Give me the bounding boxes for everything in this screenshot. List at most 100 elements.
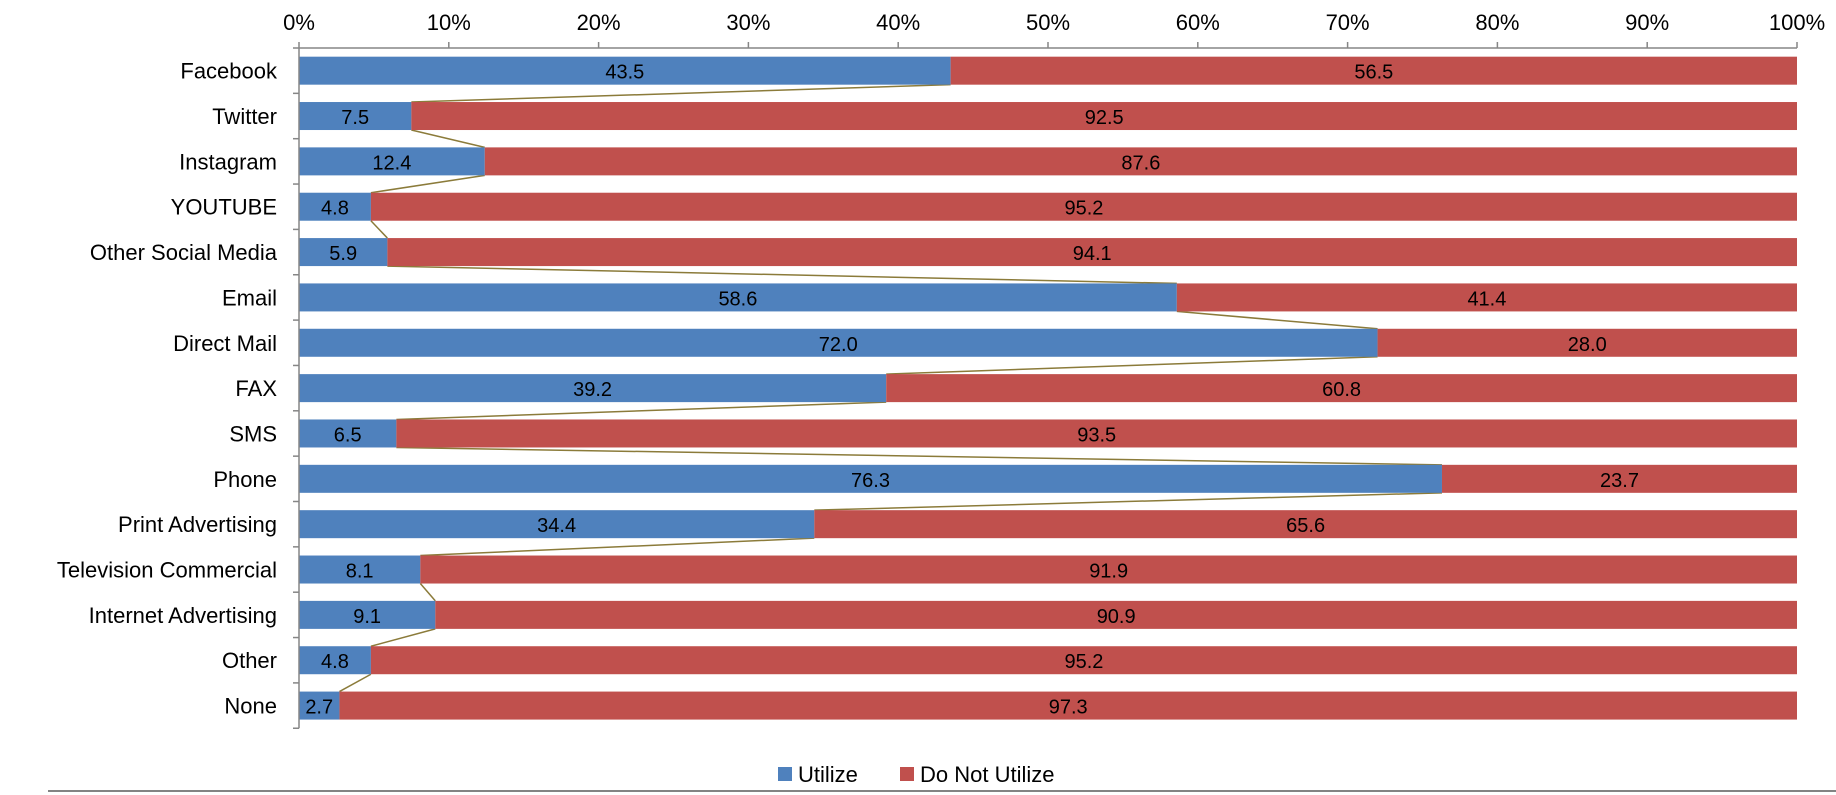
category-label-facebook: Facebook [180, 59, 278, 84]
value-label-do-not-utilize-facebook: 56.5 [1354, 62, 1393, 84]
bar-utilize-phone [299, 464, 1442, 493]
bar-utilize-instagram [299, 147, 485, 176]
category-label-phone: Phone [213, 467, 277, 492]
bar-do-not-utilize-print-advertising [814, 510, 1797, 539]
value-label-do-not-utilize-phone: 23.7 [1600, 470, 1639, 492]
category-label-television-commercial: Television Commercial [57, 558, 277, 583]
series-lines [339, 83, 1442, 693]
legend-label-do-not-utilize: Do Not Utilize [920, 762, 1054, 787]
x-tick-label-90pct: 90% [1625, 10, 1669, 35]
category-label-fax: FAX [235, 376, 277, 401]
value-label-utilize-print-advertising: 34.4 [537, 515, 576, 537]
series-line-5 [387, 265, 1177, 285]
series-line-12 [419, 583, 436, 602]
bar-do-not-utilize-television-commercial [420, 555, 1797, 584]
value-label-do-not-utilize-fax: 60.8 [1322, 379, 1361, 401]
legend-swatch-utilize [778, 767, 792, 781]
x-axis-ticks: 0% 10% 20% 30% 40% 50% 60% 70% 80% 90% 100% [283, 10, 1825, 48]
category-label-other-social-media: Other Social Media [90, 240, 278, 265]
bar-do-not-utilize-other-social-media [387, 238, 1798, 267]
category-label-instagram: Instagram [179, 149, 277, 174]
value-label-utilize-television-commercial: 8.1 [346, 561, 374, 583]
series-line-14 [339, 673, 372, 693]
value-label-do-not-utilize-television-commercial: 91.9 [1089, 561, 1128, 583]
x-tick-label-40pct: 40% [876, 10, 920, 35]
series-line-11 [420, 537, 815, 557]
value-label-utilize-instagram: 12.4 [372, 152, 411, 174]
bar-utilize-facebook [299, 56, 951, 85]
legend: Utilize Do Not Utilize [48, 762, 1836, 792]
x-tick-label-60pct: 60% [1176, 10, 1220, 35]
bar-do-not-utilize-none [339, 691, 1797, 720]
bar-utilize-internet-advertising [299, 600, 436, 629]
value-label-utilize-facebook: 43.5 [605, 62, 644, 84]
series-line-1 [411, 83, 951, 103]
series-line-9 [396, 446, 1442, 466]
value-label-do-not-utilize-instagram: 87.6 [1121, 152, 1160, 174]
value-label-utilize-twitter: 7.5 [341, 107, 369, 129]
value-label-utilize-phone: 76.3 [851, 470, 890, 492]
value-label-utilize-none: 2.7 [305, 697, 333, 719]
series-line-2 [411, 129, 485, 149]
bar-utilize-print-advertising [299, 510, 815, 539]
value-label-do-not-utilize-direct-mail: 28.0 [1568, 334, 1607, 356]
value-label-do-not-utilize-other: 95.2 [1064, 651, 1103, 673]
category-label-other: Other [222, 648, 277, 673]
value-label-utilize-direct-mail: 72.0 [819, 334, 858, 356]
value-label-do-not-utilize-twitter: 92.5 [1085, 107, 1124, 129]
bar-do-not-utilize-email [1176, 283, 1797, 312]
value-label-do-not-utilize-email: 41.4 [1467, 288, 1506, 310]
bar-utilize-fax [299, 374, 887, 403]
value-label-do-not-utilize-none: 97.3 [1049, 697, 1088, 719]
value-label-utilize-sms: 6.5 [334, 424, 362, 446]
value-label-do-not-utilize-internet-advertising: 90.9 [1097, 606, 1136, 628]
x-tick-label-30pct: 30% [726, 10, 770, 35]
value-label-do-not-utilize-youtube: 95.2 [1064, 198, 1103, 220]
category-label-none: None [224, 694, 277, 719]
value-label-do-not-utilize-other-social-media: 94.1 [1073, 243, 1112, 265]
bar-do-not-utilize-direct-mail [1377, 328, 1797, 357]
category-label-internet-advertising: Internet Advertising [89, 603, 277, 628]
bar-do-not-utilize-fax [886, 374, 1797, 403]
value-label-utilize-other-social-media: 5.9 [329, 243, 357, 265]
bar-do-not-utilize-instagram [484, 147, 1798, 176]
x-tick-label-80pct: 80% [1475, 10, 1519, 35]
x-tick-label-0pct: 0% [283, 10, 315, 35]
value-label-do-not-utilize-print-advertising: 65.6 [1286, 515, 1325, 537]
series-line-6 [1176, 310, 1378, 330]
value-label-utilize-fax: 39.2 [573, 379, 612, 401]
value-label-utilize-email: 58.6 [718, 288, 757, 310]
category-label-print-advertising: Print Advertising [118, 512, 277, 537]
bar-utilize-direct-mail [299, 328, 1378, 357]
bar-utilize-other [299, 646, 371, 675]
category-label-sms: SMS [229, 421, 277, 446]
bar-utilize-twitter [299, 102, 412, 131]
bar-utilize-television-commercial [299, 555, 421, 584]
legend-swatch-do-not-utilize [900, 767, 914, 781]
bar-utilize-none [299, 691, 340, 720]
value-labels: 43.5 56.5 7.5 92.5 12.4 87.6 4.8 95.2 5.9 94.1 58.… [305, 62, 1639, 719]
bar-do-not-utilize-internet-advertising [435, 600, 1797, 629]
bar-do-not-utilize-facebook [950, 56, 1797, 85]
bar-utilize-youtube [299, 192, 371, 221]
x-tick-label-20pct: 20% [577, 10, 621, 35]
bar-do-not-utilize-other [370, 646, 1797, 675]
bar-utilize-sms [299, 419, 397, 448]
x-tick-label-70pct: 70% [1326, 10, 1370, 35]
series-line-4 [370, 220, 388, 239]
category-label-email: Email [222, 285, 277, 310]
bar-do-not-utilize-phone [1441, 464, 1797, 493]
x-tick-label-50pct: 50% [1026, 10, 1070, 35]
value-label-utilize-youtube: 4.8 [321, 198, 349, 220]
bar-do-not-utilize-twitter [411, 102, 1798, 131]
x-tick-label-10pct: 10% [427, 10, 471, 35]
value-label-utilize-other: 4.8 [321, 651, 349, 673]
series-line-8 [396, 401, 887, 421]
value-label-utilize-internet-advertising: 9.1 [353, 606, 381, 628]
category-labels: Facebook Twitter Instagram YOUTUBE Other Soc… [57, 59, 278, 719]
series-line-3 [370, 174, 485, 194]
bar-utilize-other-social-media [299, 238, 388, 267]
bar-do-not-utilize-sms [396, 419, 1797, 448]
category-label-twitter: Twitter [212, 104, 277, 129]
